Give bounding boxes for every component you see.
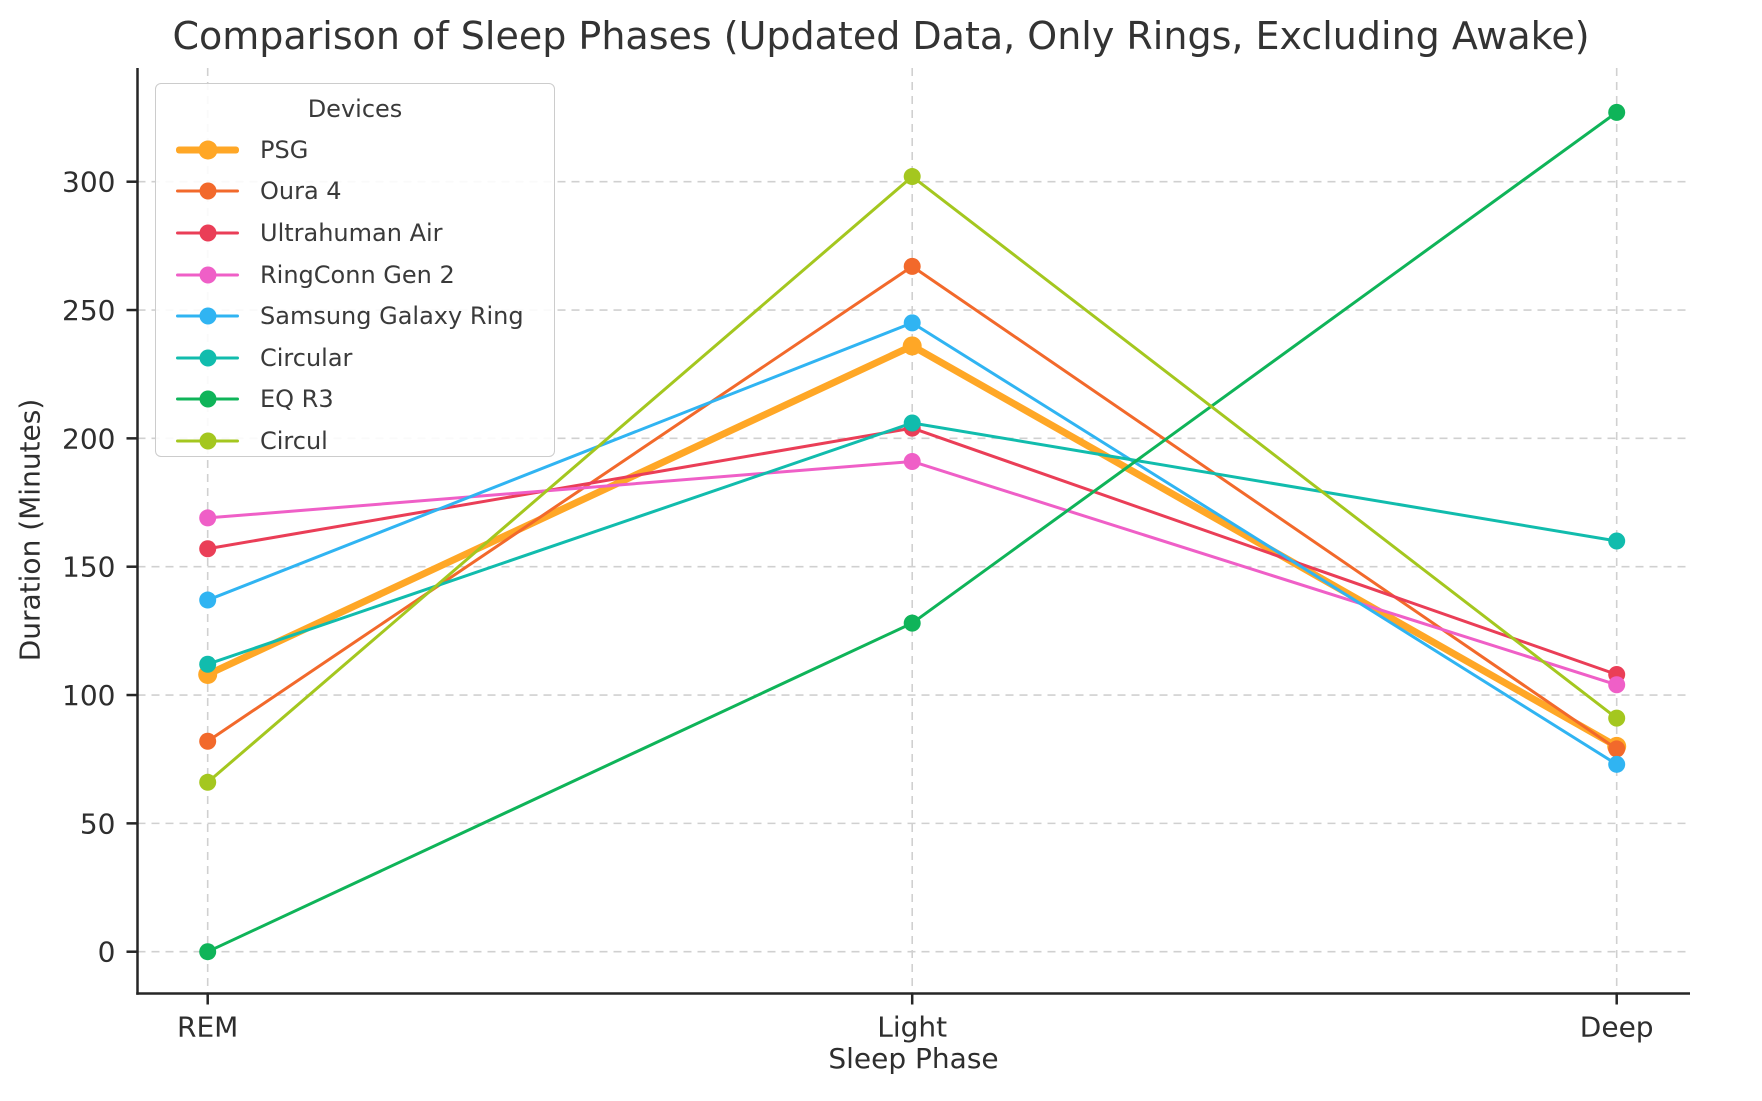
legend-item-label: PSG <box>260 135 309 164</box>
legend-item-label: Circul <box>260 426 328 455</box>
y-tick-label: 150 <box>62 551 115 584</box>
legend-item: RingConn Gen 2 <box>176 254 554 296</box>
legend-item: Circular <box>176 337 554 379</box>
y-tick-label: 0 <box>98 936 116 969</box>
legend-item: EQ R3 <box>176 379 554 421</box>
series-point <box>903 168 921 186</box>
y-tick-label: 200 <box>62 422 115 455</box>
legend-item-label: EQ R3 <box>260 385 334 414</box>
y-tick-label: 100 <box>62 679 115 712</box>
series-point <box>199 773 217 791</box>
legend-item-label: Circular <box>260 343 353 372</box>
series-point <box>1608 709 1626 727</box>
y-tick-label: 50 <box>80 807 116 840</box>
legend: Devices PSG Oura 4 Ultrahuman Air RingConn … <box>155 83 555 457</box>
legend-item-label: Oura 4 <box>260 177 342 206</box>
series-point <box>199 540 217 558</box>
legend-item: Samsung Galaxy Ring <box>176 295 554 337</box>
x-tick-label: Deep <box>1580 1011 1654 1044</box>
legend-item-label: RingConn Gen 2 <box>260 260 455 289</box>
series-point <box>1608 676 1626 694</box>
legend-item-label: Samsung Galaxy Ring <box>260 302 524 331</box>
legend-line-marker-icon <box>176 431 239 451</box>
legend-title: Devices <box>307 95 403 123</box>
legend-items: PSG Oura 4 Ultrahuman Air RingConn Gen 2 Sam… <box>156 129 554 462</box>
series-point <box>1608 740 1626 758</box>
x-tick-label: Light <box>877 1011 947 1044</box>
series-point <box>199 655 217 673</box>
series-point <box>1608 532 1626 550</box>
series-point <box>903 414 921 432</box>
y-tick-label: 250 <box>62 294 115 327</box>
series-point <box>199 943 217 961</box>
series-point <box>199 509 217 527</box>
series-point <box>903 257 921 275</box>
y-axis-label: Duration (Minutes) <box>13 398 47 662</box>
legend-line-marker-icon <box>176 306 239 326</box>
series-point <box>199 591 217 609</box>
legend-item: Ultrahuman Air <box>176 212 554 254</box>
legend-item: PSG <box>176 129 554 171</box>
legend-item: Circul <box>176 420 554 462</box>
series-point <box>903 314 921 332</box>
series-point <box>903 614 921 632</box>
legend-line-marker-icon <box>176 348 239 368</box>
chart-title: Comparison of Sleep Phases (Updated Data… <box>172 14 1590 58</box>
series-point <box>199 732 217 750</box>
legend-item-label: Ultrahuman Air <box>260 218 443 247</box>
series-point <box>1608 103 1626 121</box>
legend-item: Oura 4 <box>176 171 554 213</box>
x-axis-label: Sleep Phase <box>828 1042 999 1075</box>
series-point <box>902 336 922 356</box>
series-point <box>903 452 921 470</box>
legend-line-marker-icon <box>176 181 239 201</box>
legend-line-marker-icon <box>176 265 239 285</box>
series-point <box>1608 755 1626 773</box>
legend-line-marker-icon <box>176 389 239 409</box>
y-tick-label: 300 <box>62 166 115 199</box>
x-tick-label: REM <box>177 1011 238 1044</box>
legend-line-marker-icon <box>176 223 239 243</box>
legend-line-marker-icon <box>176 140 239 160</box>
